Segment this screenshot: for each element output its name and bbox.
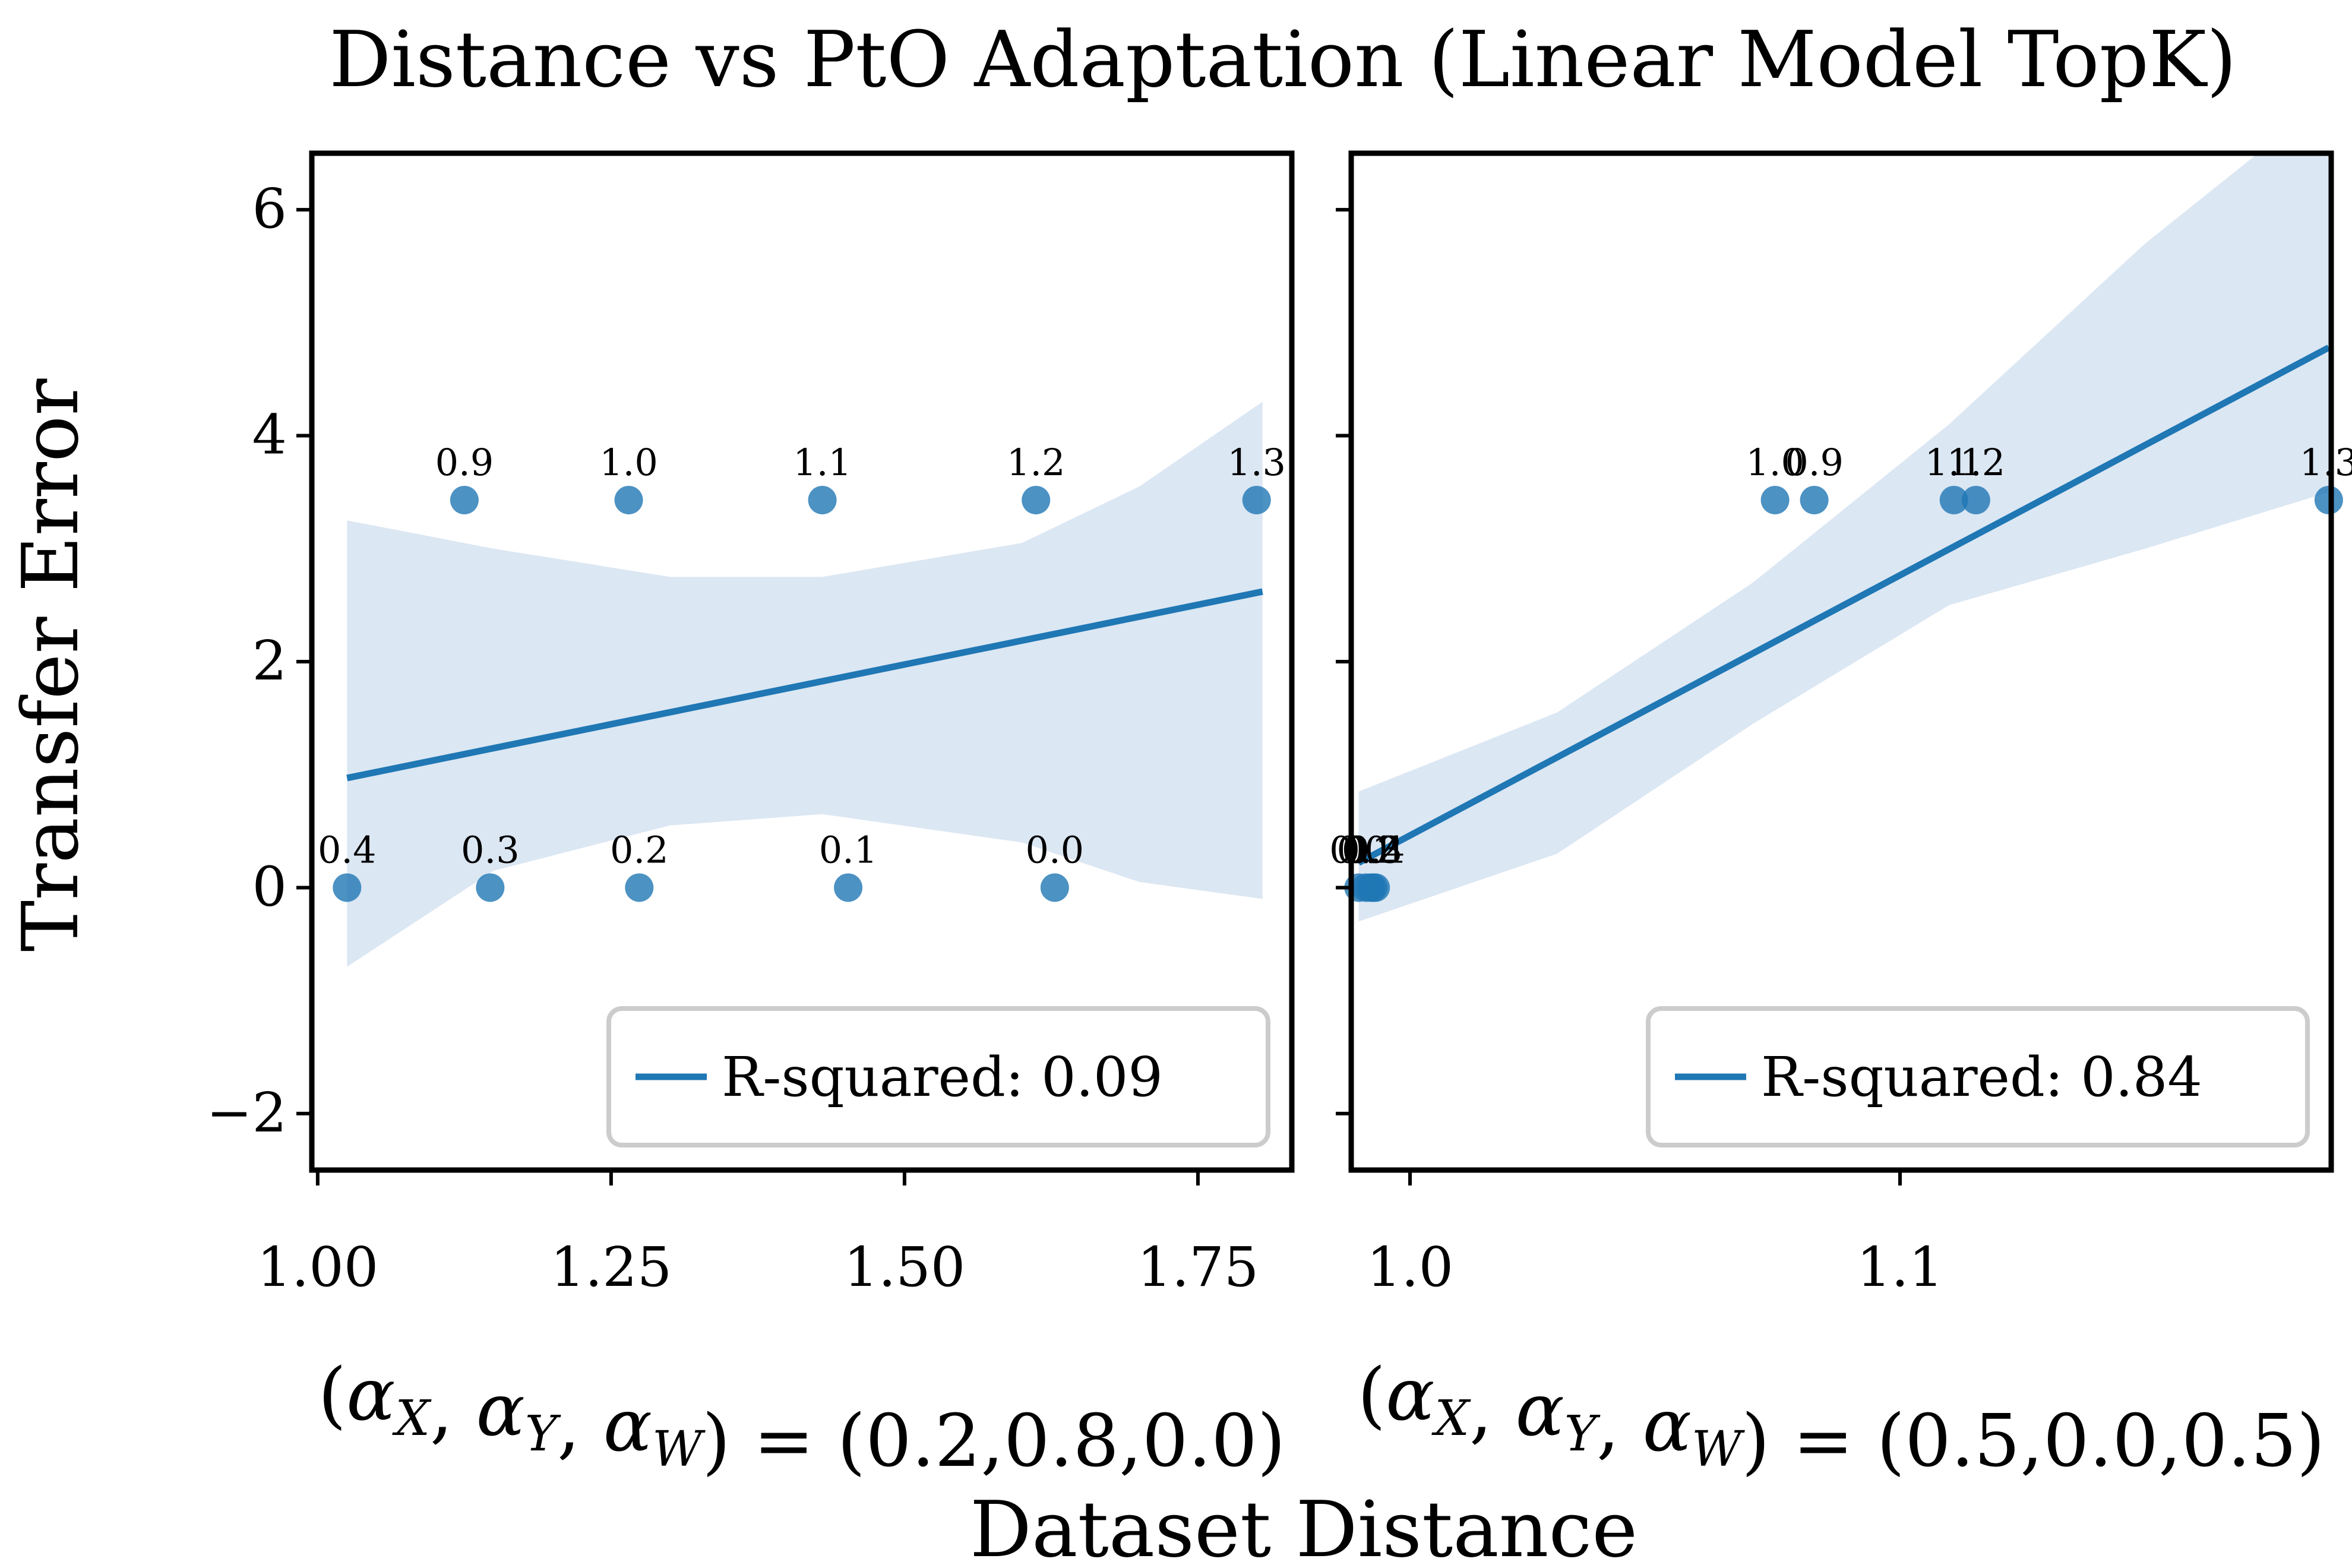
- point-label: 0.1: [1336, 828, 1395, 871]
- x-tick-label: 1.50: [843, 1235, 965, 1299]
- data-point: [1361, 873, 1390, 902]
- data-point: [450, 485, 479, 514]
- data-point: [1040, 873, 1069, 902]
- legend-box: [606, 1006, 1270, 1147]
- x-axis-label: Dataset Distance: [970, 1484, 1637, 1568]
- legend-label: R-squared: 0.09: [722, 1045, 1163, 1109]
- regression-line: [346, 588, 1263, 782]
- data-point: [834, 873, 863, 902]
- data-point: [1242, 485, 1271, 514]
- data-point: [1800, 485, 1829, 514]
- point-label: 1.3: [2300, 441, 2352, 484]
- data-point: [808, 485, 837, 514]
- point-label: 1.0: [1746, 441, 1804, 484]
- point-label: 0.0: [1329, 828, 1388, 871]
- data-point: [625, 873, 654, 902]
- point-label: 1.1: [1924, 441, 1983, 484]
- point-label: 1.0: [599, 441, 658, 484]
- point-label: 1.2: [1947, 441, 2006, 484]
- point-label: 0.1: [819, 828, 878, 871]
- point-label: 1.1: [793, 441, 852, 484]
- x-tick-label: 1.1: [1857, 1235, 1943, 1299]
- data-point: [333, 873, 362, 902]
- y-tick-label: 4: [252, 403, 287, 467]
- legend-box: [1646, 1006, 2310, 1147]
- y-tick-label: 2: [252, 629, 287, 693]
- confidence-band: [1358, 153, 2329, 922]
- figure-title: Distance vs PtO Adaptation (Linear Model…: [329, 14, 2236, 105]
- point-label: 0.3: [461, 828, 520, 871]
- y-tick-label: 0: [252, 855, 287, 918]
- point-label: 1.3: [1227, 441, 1286, 484]
- x-tick-label: 1.25: [550, 1235, 672, 1299]
- point-label: 0.2: [610, 828, 669, 871]
- data-point: [1961, 485, 1990, 514]
- x-tick-label: 1.00: [257, 1235, 378, 1299]
- point-label: 0.4: [1346, 828, 1405, 871]
- point-label: 0.4: [318, 828, 377, 871]
- data-point: [614, 485, 643, 514]
- point-label: 0.9: [1785, 441, 1844, 484]
- panel-subtitle: (αX, αY, αW) = (0.5,0.0,0.5): [1358, 1352, 2325, 1483]
- x-tick-label: 1.75: [1137, 1235, 1259, 1299]
- data-point: [1760, 485, 1790, 514]
- data-point: [1022, 485, 1051, 514]
- y-tick-label: 6: [252, 177, 287, 241]
- panel-subtitle: (αX, αY, αW) = (0.2,0.8,0.0): [318, 1352, 1286, 1483]
- chart-panel-left: 0.4 0.3 0.2 0.1 0.0 0.9 1.0 1.1 1.2 1.3 −2 0 2 4 6 1.00…: [206, 150, 1295, 1483]
- y-tick-label: −2: [206, 1081, 287, 1145]
- regression-line: [1357, 344, 2331, 866]
- point-label: 1.2: [1007, 441, 1066, 484]
- data-point: [476, 873, 505, 902]
- y-axis-label: Transfer Error: [5, 378, 96, 952]
- chart-panel-right: 0.00.10.20.30.41.00.9 1.11.2 1.31.0 1.1R-sq…: [1329, 150, 2352, 1483]
- data-point: [1939, 485, 1968, 514]
- legend-label: R-squared: 0.84: [1761, 1045, 2202, 1109]
- point-label: 0.9: [435, 441, 494, 484]
- point-label: 0.0: [1026, 828, 1085, 871]
- x-tick-label: 1.0: [1367, 1235, 1453, 1299]
